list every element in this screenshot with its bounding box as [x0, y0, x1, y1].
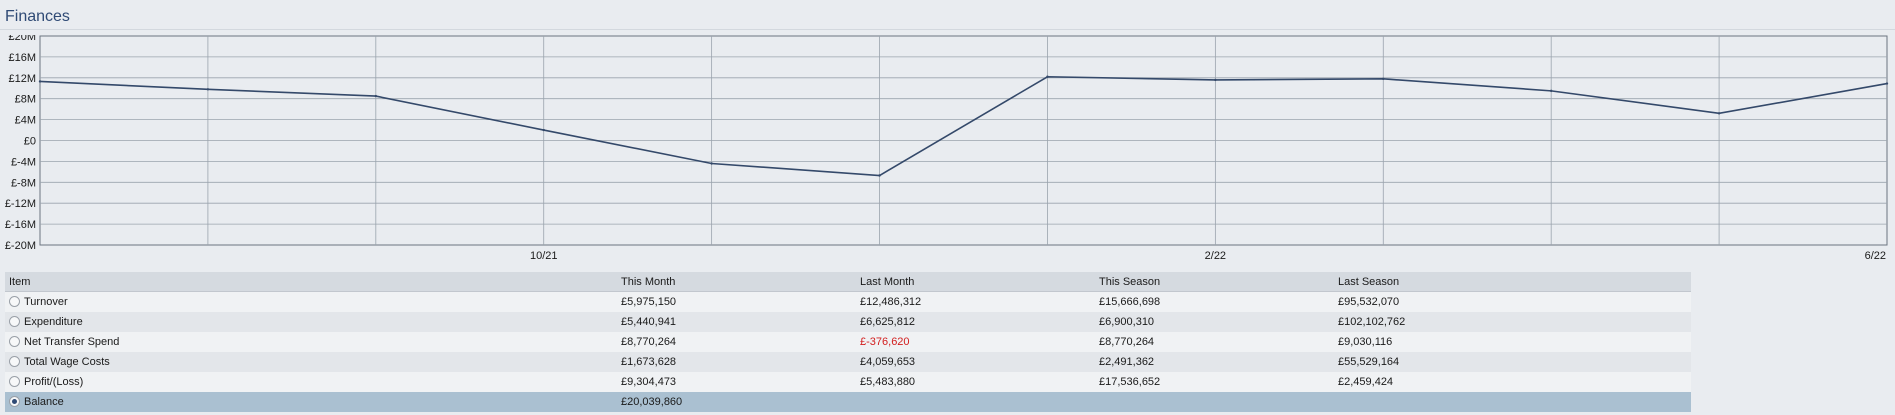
cell-last-season: £102,102,762 — [1334, 312, 1691, 332]
x-tick-label: 6/22 — [1865, 250, 1886, 262]
table-row-expenditure[interactable]: Expenditure £5,440,941 £6,625,812 £6,900… — [5, 312, 1691, 332]
data-point — [38, 80, 42, 83]
table-row-balance[interactable]: Balance £20,039,860 — [5, 392, 1691, 412]
row-label: Total Wage Costs — [24, 356, 110, 368]
data-point — [206, 88, 210, 91]
cell-this-season: £15,666,698 — [1095, 291, 1334, 312]
data-point — [1214, 78, 1217, 82]
finances-line-chart: £20M £16M £12M £8M £4M £0 £-4M £-8M £-12M £-16M £-… — [5, 35, 1889, 262]
data-point — [1549, 89, 1553, 93]
cell-last-season: £95,532,070 — [1334, 291, 1691, 312]
y-tick-label: £0 — [24, 136, 36, 148]
data-point — [1382, 77, 1385, 81]
data-point — [542, 128, 545, 132]
row-label: Net Transfer Spend — [24, 336, 120, 348]
cell-last-month: £6,625,812 — [856, 312, 1095, 332]
cell-this-month: £5,975,150 — [617, 291, 856, 312]
radio-button-icon[interactable] — [9, 316, 20, 327]
column-header-this-season[interactable]: This Season — [1095, 272, 1334, 292]
column-header-last-season[interactable]: Last Season — [1334, 272, 1691, 292]
y-tick-label: £4M — [15, 115, 36, 127]
table-row-total-wage-costs[interactable]: Total Wage Costs £1,673,628 £4,059,653 £… — [5, 352, 1691, 372]
table-row-profit-loss[interactable]: Profit/(Loss) £9,304,473 £5,483,880 £17,… — [5, 372, 1691, 392]
y-tick-label: £-16M — [5, 219, 36, 231]
cell-last-season: £9,030,116 — [1334, 332, 1691, 352]
x-tick-label: 10/21 — [530, 250, 558, 262]
cell-this-season: £2,491,362 — [1095, 352, 1334, 372]
y-tick-label: £20M — [8, 35, 36, 43]
series-line — [39, 75, 1888, 177]
radio-button-icon[interactable] — [9, 356, 20, 367]
cell-this-month: £20,039,860 — [617, 392, 856, 412]
radio-button-icon[interactable] — [9, 296, 20, 307]
cell-last-month: £12,486,312 — [856, 291, 1095, 312]
y-tick-label: £-12M — [5, 198, 36, 210]
y-tick-label: £-20M — [5, 240, 36, 252]
cell-this-month: £5,440,941 — [617, 312, 856, 332]
cell-last-season: £2,459,424 — [1334, 372, 1691, 392]
cell-this-month: £8,770,264 — [617, 332, 856, 352]
y-tick-label: £16M — [8, 52, 36, 64]
radio-button-selected-icon[interactable] — [9, 396, 20, 407]
cell-last-month — [856, 392, 1095, 412]
cell-this-season — [1095, 392, 1334, 412]
cell-this-season: £8,770,264 — [1095, 332, 1334, 352]
table-row-net-transfer-spend[interactable]: Net Transfer Spend £8,770,264 £-376,620 … — [5, 332, 1691, 352]
table-header-row: Item This Month Last Month This Season L… — [5, 272, 1691, 292]
column-header-this-month[interactable]: This Month — [617, 272, 856, 292]
cell-last-month: £4,059,653 — [856, 352, 1095, 372]
page-title: Finances — [5, 8, 70, 25]
table-row-turnover[interactable]: Turnover £5,975,150 £12,486,312 £15,666,… — [5, 291, 1691, 312]
y-tick-label: £8M — [15, 94, 36, 106]
row-label: Profit/(Loss) — [24, 376, 84, 388]
cell-last-season: £55,529,164 — [1334, 352, 1691, 372]
cell-this-month: £1,673,628 — [617, 352, 856, 372]
cell-last-season — [1334, 392, 1691, 412]
data-point — [710, 162, 713, 165]
row-label: Turnover — [24, 296, 68, 308]
cell-last-month-negative: £-376,620 — [856, 332, 1095, 352]
data-point — [878, 174, 881, 177]
cell-this-season: £6,900,310 — [1095, 312, 1334, 332]
data-point — [374, 94, 378, 98]
radio-button-icon[interactable] — [9, 336, 20, 347]
cell-last-month: £5,483,880 — [856, 372, 1095, 392]
row-label: Balance — [24, 396, 64, 408]
y-tick-label: £12M — [8, 73, 36, 85]
y-tick-label: £-4M — [11, 156, 36, 168]
x-tick-label: 2/22 — [1205, 250, 1226, 262]
data-point — [1717, 112, 1721, 115]
finances-table: Item This Month Last Month This Season L… — [5, 272, 1691, 412]
cell-this-season: £17,536,652 — [1095, 372, 1334, 392]
data-point — [1046, 75, 1049, 78]
radio-button-icon[interactable] — [9, 376, 20, 387]
row-label: Expenditure — [24, 316, 83, 328]
column-header-item[interactable]: Item — [5, 272, 617, 292]
cell-this-month: £9,304,473 — [617, 372, 856, 392]
y-tick-label: £-8M — [11, 177, 36, 189]
title-divider — [0, 29, 1895, 30]
data-point — [1885, 82, 1889, 85]
column-header-last-month[interactable]: Last Month — [856, 272, 1095, 292]
